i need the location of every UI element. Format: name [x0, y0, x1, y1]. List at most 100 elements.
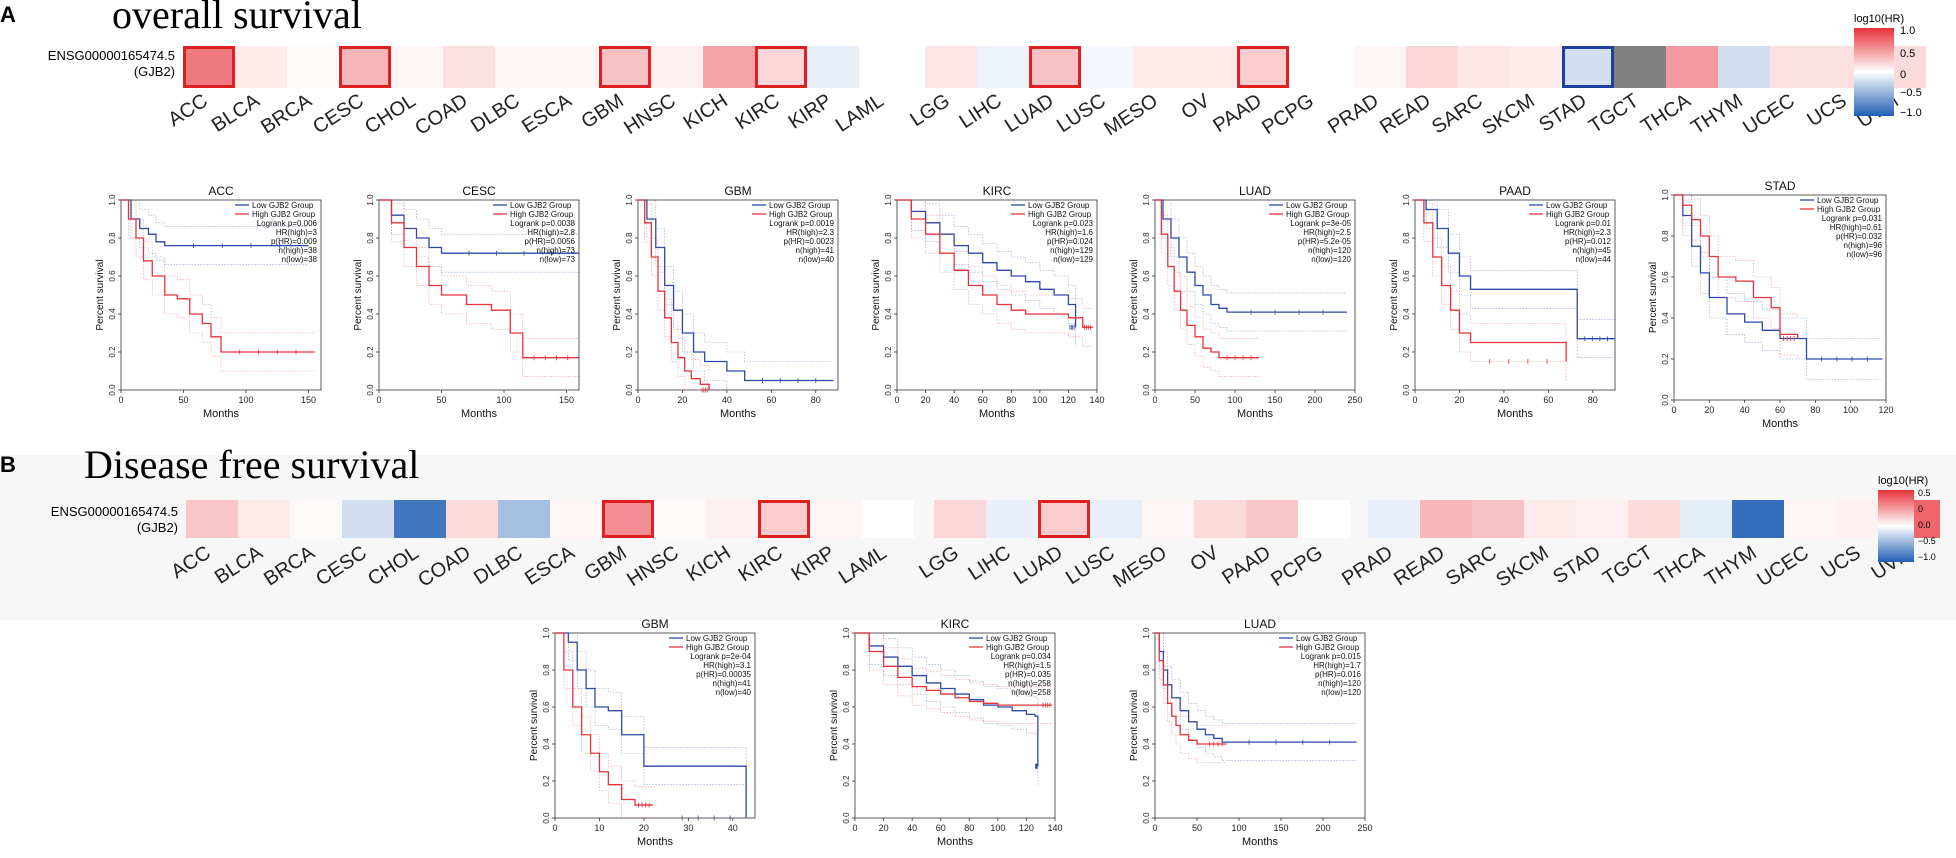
y-axis-label: Percent survival	[1389, 259, 1400, 330]
heatmap-cell-brca	[290, 500, 342, 538]
heatmap-label-gbm: GBM	[578, 90, 628, 133]
survival-curve-low	[1674, 194, 1883, 360]
panel-a-legend-tick-1: 1.0	[1900, 25, 1915, 37]
plot-frame	[1154, 199, 1356, 391]
plot-title: GBM	[641, 617, 668, 631]
x-tick-label: 60	[766, 395, 776, 405]
plot-frame	[554, 632, 756, 819]
y-tick-label: 0.8	[1142, 232, 1151, 244]
plot-title: ACC	[208, 184, 234, 198]
panel-b-legend-tick-2: 0	[1918, 504, 1923, 514]
stats-line: HR(high)=2.8	[527, 228, 575, 237]
survival-curve-high	[121, 199, 315, 353]
heatmap-cell-tgct	[1628, 500, 1680, 538]
legend-label-high: High GJB2 Group	[1817, 205, 1881, 214]
km-plot-os-kirc: KIRC 0.0 0.2 0.4 0.6 0.8 1.0 0 20 40 60 80 100 120 140…	[871, 184, 1105, 420]
ci-band-high-lower	[1155, 632, 1227, 763]
x-tick-label: 0	[1152, 823, 1157, 833]
x-tick-label: 140	[1047, 823, 1062, 833]
heatmap-cell-read	[1420, 500, 1472, 538]
x-tick-label: 20	[639, 823, 649, 833]
y-tick-label: 0.0	[625, 384, 634, 396]
y-tick-label: 0.4	[1402, 308, 1411, 320]
heatmap-cell-cesc	[342, 500, 394, 538]
y-tick-label: 0.8	[366, 232, 375, 244]
y-tick-label: 0.2	[1402, 346, 1411, 358]
panel-b-legend-tick-5: −1.0	[1918, 552, 1936, 562]
stats-line: Logrank p=0.034	[991, 652, 1052, 661]
stats-line: n(low)=120	[1321, 688, 1361, 697]
heatmap-cell-hnsc	[651, 46, 703, 88]
stats-line: n(low)=120	[1311, 255, 1351, 264]
stats-line: n(high)=38	[279, 246, 318, 255]
y-axis-label: Percent survival	[871, 259, 882, 330]
y-tick-label: 1.0	[1142, 194, 1151, 206]
legend-label-low: Low GJB2 Group	[1296, 634, 1358, 643]
y-tick-label: 0.2	[625, 346, 634, 358]
legend-label-low: Low GJB2 Group	[1286, 201, 1348, 210]
stats-line: HR(high)=2.3	[1563, 228, 1611, 237]
survival-curve-low	[555, 632, 747, 818]
heatmap-cell-ov	[1185, 46, 1237, 88]
heatmap-cell-lihc	[977, 46, 1029, 88]
stats-line: n(low)=129	[1053, 255, 1093, 264]
y-tick-label: 0.4	[842, 738, 851, 750]
panel-a-legend-tick-3: 0	[1900, 69, 1906, 81]
survival-curve-high	[1415, 199, 1567, 362]
survival-curve-high	[379, 199, 579, 359]
y-tick-label: 0.0	[1142, 384, 1151, 396]
heatmap-label-brca: BRCA	[257, 89, 316, 138]
ci-band-low-upper	[121, 199, 309, 227]
x-tick-label: 40	[1740, 405, 1750, 415]
ci-band-low-upper	[897, 199, 1076, 309]
heatmap-label-meso: MESO	[1100, 90, 1161, 141]
y-tick-label: 0.0	[1142, 812, 1151, 824]
y-tick-label: 0.2	[1142, 775, 1151, 787]
y-tick-label: 0.0	[108, 384, 117, 396]
plot-title: LUAD	[1244, 617, 1276, 631]
y-tick-label: 0.4	[108, 308, 117, 320]
y-tick-label: 0.0	[542, 812, 551, 824]
panel-a-letter: A	[0, 2, 16, 27]
panel-a-gene-id: ENSG00000165474.5	[48, 48, 175, 63]
y-tick-label: 0.6	[1142, 270, 1151, 282]
heatmap-cell-meso	[1133, 46, 1185, 88]
y-tick-label: 0.4	[1142, 308, 1151, 320]
x-tick-label: 100	[238, 395, 253, 405]
stats-line: p(HR)=0.009	[271, 237, 318, 246]
y-tick-label: 0.4	[366, 308, 375, 320]
y-axis-label: Percent survival	[1129, 690, 1140, 761]
x-tick-label: 20	[677, 395, 687, 405]
heatmap-cell-coad	[443, 46, 495, 88]
heatmap-label-blca: BLCA	[208, 89, 264, 136]
x-tick-label: 150	[301, 395, 316, 405]
ci-band-high-lower	[555, 632, 653, 819]
stats-line: p(HR)=0.0023	[784, 237, 835, 246]
heatmap-cell-kirp	[807, 46, 859, 88]
heatmap-label-kirp: KIRP	[785, 90, 836, 134]
heatmap-cell-coad	[446, 500, 498, 538]
y-tick-label: 0.0	[884, 384, 893, 396]
x-tick-label: 10	[594, 823, 604, 833]
stats-line: HR(high)=1.7	[1313, 661, 1361, 670]
stats-line: p(HR)=5.2e-05	[1298, 237, 1352, 246]
km-plot-os-gbm: GBM 0.0 0.2 0.4 0.6 0.8 1.0 0 20 40 60 80 Months Perc…	[612, 184, 839, 420]
x-tick-label: 150	[1267, 395, 1282, 405]
y-tick-label: 0.4	[625, 308, 634, 320]
legend-label-high: High GJB2 Group	[1546, 210, 1610, 219]
survival-curve-high	[638, 199, 710, 390]
significance-box-luad	[1038, 500, 1090, 538]
heatmap-label-hnsc: HNSC	[620, 90, 680, 139]
y-axis-label: Percent survival	[95, 259, 106, 330]
x-tick-label: 150	[559, 395, 574, 405]
km-plot-os-acc: ACC 0.0 0.2 0.4 0.6 0.8 1.0 0 50 100 150 Months Perc…	[95, 184, 322, 420]
x-tick-label: 40	[1499, 395, 1509, 405]
stats-line: Logrank p=2e-04	[690, 652, 751, 661]
legend-label-low: Low GJB2 Group	[986, 634, 1048, 643]
legend-label-high: High GJB2 Group	[1296, 643, 1360, 652]
heatmap-label-kirc: KIRC	[732, 90, 784, 134]
stats-line: Logrank p=0.0038	[510, 219, 575, 228]
panel-b-legend-bar	[1878, 490, 1914, 562]
x-tick-label: 0	[894, 395, 899, 405]
